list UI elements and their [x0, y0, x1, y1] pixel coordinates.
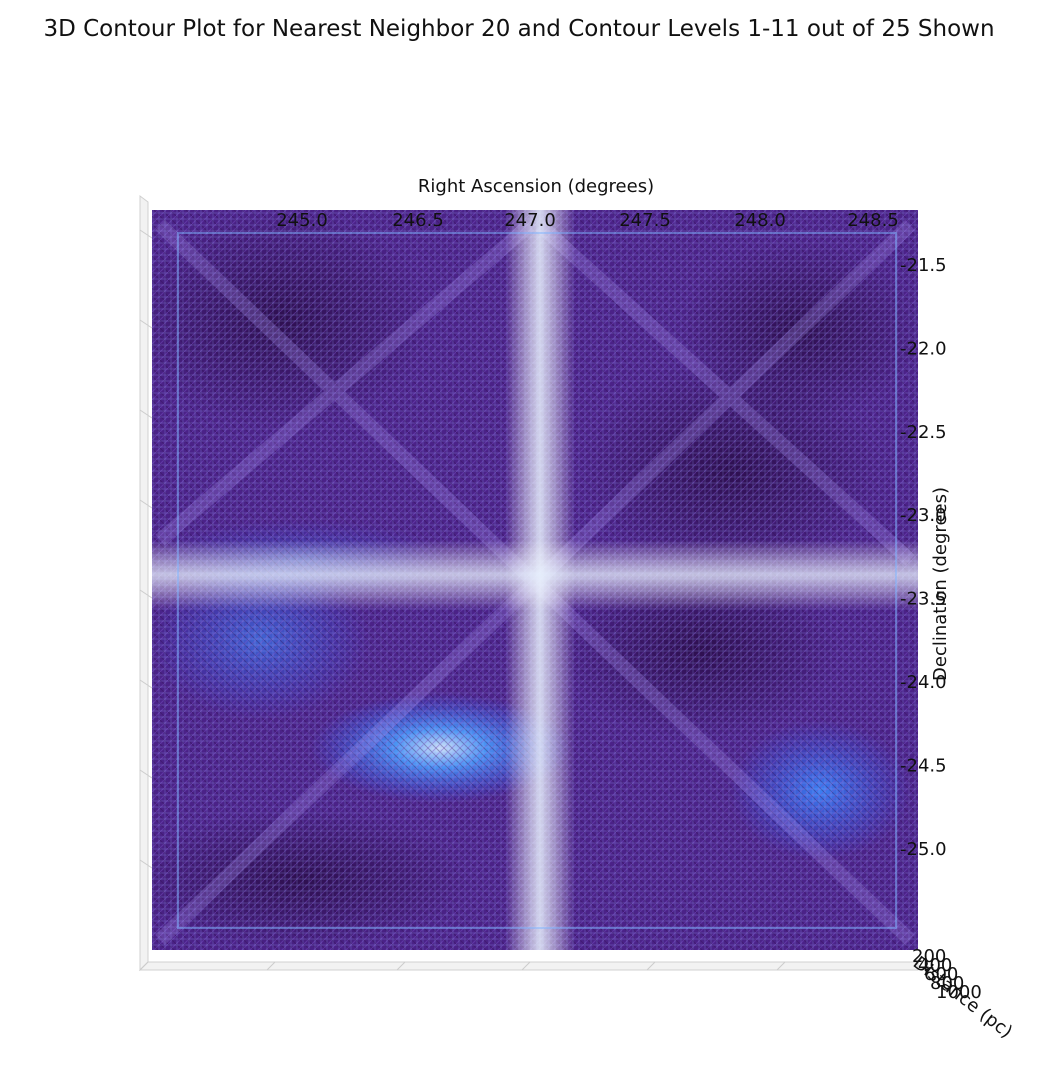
chart-title: 3D Contour Plot for Nearest Neighbor 20 … [43, 16, 995, 42]
z-tick-label: 800 [930, 973, 964, 994]
wall-gridline [139, 499, 153, 509]
floor-gridline [139, 961, 149, 971]
wall-gridline [139, 859, 153, 869]
wall-gridline [139, 769, 153, 779]
wall-gridline [139, 229, 153, 239]
y-tick-label: -22.5 [900, 422, 947, 443]
y-tick-label: -21.5 [900, 255, 947, 276]
z-tick-label: 200 [912, 946, 946, 967]
floor-gridline [646, 961, 656, 971]
z-tick-label: 1000 [936, 982, 982, 1003]
x-tick-label: 246.5 [392, 210, 444, 231]
y-tick-label: -24.0 [900, 672, 947, 693]
x-tick-label: 245.0 [276, 210, 328, 231]
x-axis-label: Right Ascension (degrees) [418, 176, 654, 197]
z-axis-label: Distance (pc) [909, 952, 1016, 1042]
wall-gridline [139, 409, 153, 419]
y-tick-label: -23.0 [900, 505, 947, 526]
x-tick-label: 248.0 [734, 210, 786, 231]
floor-gridline [266, 961, 276, 971]
y-axis-label: Declination (degrees) [930, 487, 951, 681]
y-tick-label: -24.5 [900, 755, 947, 776]
x-tick-label: 247.5 [619, 210, 671, 231]
floor-gridline [776, 961, 786, 971]
horizontal-highlight [152, 540, 918, 610]
x-tick-labels: 245.0 246.5 247.0 247.5 248.0 248.5 [276, 210, 899, 231]
x-tick-label: 248.5 [847, 210, 899, 231]
z-tick-label: 600 [924, 964, 958, 985]
contour-surface [152, 210, 918, 950]
z-tick-label: 400 [918, 955, 952, 976]
axis-panes [138, 195, 919, 972]
wall-gridline [139, 679, 153, 689]
x-tick-label: 247.0 [504, 210, 556, 231]
wall-gridline [139, 319, 153, 329]
y-tick-label: -25.0 [900, 839, 947, 860]
y-tick-label: -23.5 [900, 589, 947, 610]
y-tick-labels: -21.5 -22.0 -22.5 -23.0 -23.5 -24.0 -24.5 -25.0 [900, 255, 947, 860]
y-tick-label: -22.0 [900, 338, 947, 359]
floor-gridline [396, 961, 406, 971]
wall-gridline [139, 589, 153, 599]
floor-gridline [521, 961, 531, 971]
